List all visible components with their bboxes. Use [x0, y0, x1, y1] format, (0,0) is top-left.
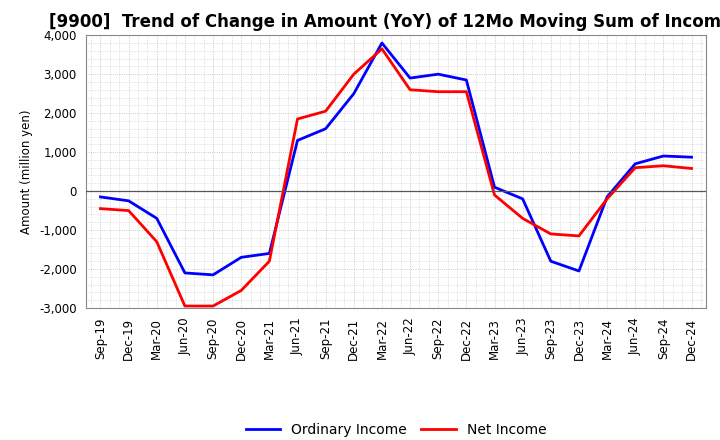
Net Income	[434, 89, 443, 94]
Ordinary Income	[237, 255, 246, 260]
Ordinary Income	[349, 91, 358, 96]
Ordinary Income	[321, 126, 330, 132]
Ordinary Income	[575, 268, 583, 274]
Net Income	[546, 231, 555, 237]
Net Income	[321, 109, 330, 114]
Ordinary Income	[546, 259, 555, 264]
Ordinary Income	[125, 198, 133, 203]
Net Income	[96, 206, 105, 211]
Net Income	[490, 192, 499, 198]
Line: Net Income: Net Income	[101, 49, 691, 306]
Ordinary Income	[434, 72, 443, 77]
Y-axis label: Amount (million yen): Amount (million yen)	[20, 110, 33, 234]
Net Income	[687, 166, 696, 171]
Net Income	[153, 239, 161, 244]
Net Income	[181, 304, 189, 309]
Net Income	[265, 259, 274, 264]
Net Income	[462, 89, 471, 94]
Ordinary Income	[377, 40, 386, 46]
Ordinary Income	[406, 75, 415, 81]
Ordinary Income	[96, 194, 105, 200]
Net Income	[659, 163, 667, 169]
Net Income	[603, 196, 611, 202]
Ordinary Income	[687, 154, 696, 160]
Legend: Ordinary Income, Net Income: Ordinary Income, Net Income	[240, 418, 552, 440]
Ordinary Income	[181, 270, 189, 275]
Net Income	[575, 233, 583, 238]
Net Income	[209, 304, 217, 309]
Ordinary Income	[603, 194, 611, 200]
Net Income	[349, 72, 358, 77]
Line: Ordinary Income: Ordinary Income	[101, 43, 691, 275]
Ordinary Income	[209, 272, 217, 278]
Ordinary Income	[659, 154, 667, 159]
Net Income	[237, 288, 246, 293]
Title: [9900]  Trend of Change in Amount (YoY) of 12Mo Moving Sum of Incomes: [9900] Trend of Change in Amount (YoY) o…	[49, 13, 720, 31]
Net Income	[377, 46, 386, 51]
Ordinary Income	[153, 216, 161, 221]
Net Income	[293, 116, 302, 121]
Net Income	[125, 208, 133, 213]
Ordinary Income	[293, 138, 302, 143]
Net Income	[406, 87, 415, 92]
Ordinary Income	[265, 251, 274, 256]
Ordinary Income	[490, 184, 499, 190]
Ordinary Income	[631, 161, 639, 166]
Ordinary Income	[462, 77, 471, 83]
Ordinary Income	[518, 196, 527, 202]
Net Income	[631, 165, 639, 170]
Net Income	[518, 216, 527, 221]
